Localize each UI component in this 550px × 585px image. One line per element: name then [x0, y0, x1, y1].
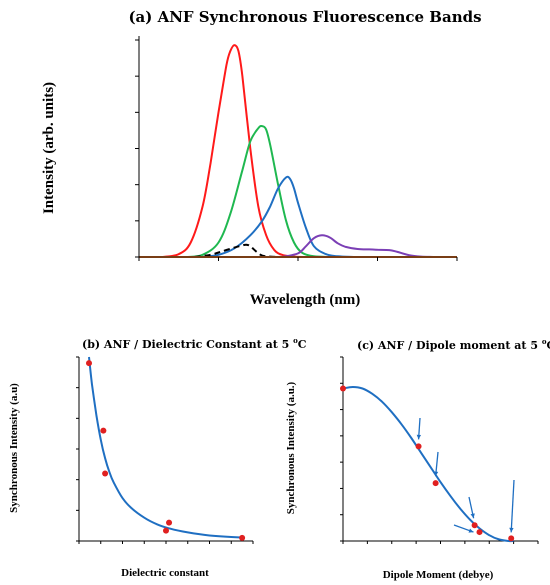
panel-b-xlabel: Dielectric constant	[121, 567, 209, 579]
panel-c-arrowhead	[416, 434, 422, 440]
panel-c-data-point	[508, 535, 515, 542]
panel-b-fit-curve	[88, 356, 245, 539]
panel-b-data-point	[163, 527, 169, 534]
panel-b-data-point	[86, 360, 93, 367]
panel-b-data-point	[239, 534, 246, 541]
panel-b-dielectric: (b) ANF / Dielectric Constant at 5 oC Di…	[8, 336, 307, 579]
panel-c-arrowhead	[470, 513, 475, 519]
panel-b-data-point	[166, 519, 173, 526]
panel-b-title: (b) ANF / Dielectric Constant at 5 oC	[82, 336, 307, 351]
panel-a-ylabel: Intensity (arb. units)	[41, 82, 57, 214]
panel-c-data-point	[476, 529, 483, 536]
panel-b-data-point	[100, 427, 107, 434]
panel-a-series-line-0	[162, 44, 307, 258]
panel-c-data-point	[471, 522, 478, 529]
panel-a-series-line-2	[202, 175, 354, 258]
panel-c-fit-curve	[342, 385, 514, 543]
panel-c-title: (c) ANF / Dipole moment at 5 oC	[357, 337, 550, 352]
panel-c-xlabel: Dipole Moment (debye)	[383, 569, 494, 581]
panel-c-data-point	[340, 385, 346, 392]
panel-c-arrowhead	[509, 527, 514, 533]
panel-c-data-point	[432, 480, 439, 487]
panel-a-xlabel: Wavelength (nm)	[250, 292, 360, 308]
panel-a-series-line-3	[281, 234, 434, 258]
panel-a-title: (a) ANF Synchronous Fluorescence Bands	[128, 8, 481, 26]
panel-b-ylabel: Synchronous Intensity (a.u)	[8, 383, 20, 513]
panel-b-data-point	[102, 470, 109, 477]
panel-a-series-line-4	[194, 243, 283, 258]
panel-c-arrow	[510, 479, 515, 533]
panel-a-spectra: (a) ANF Synchronous Fluorescence Bands W…	[41, 8, 482, 308]
panel-a-series-line-1	[186, 124, 330, 258]
panel-c-ylabel: Synchronous Intensity (a.u.)	[285, 381, 297, 514]
panel-c-arrowhead	[433, 471, 439, 477]
panel-c-arrowhead	[468, 528, 474, 533]
panel-c-data-point	[415, 443, 422, 450]
panel-c-dipole: (c) ANF / Dipole moment at 5 oC Dipole M…	[285, 337, 550, 581]
